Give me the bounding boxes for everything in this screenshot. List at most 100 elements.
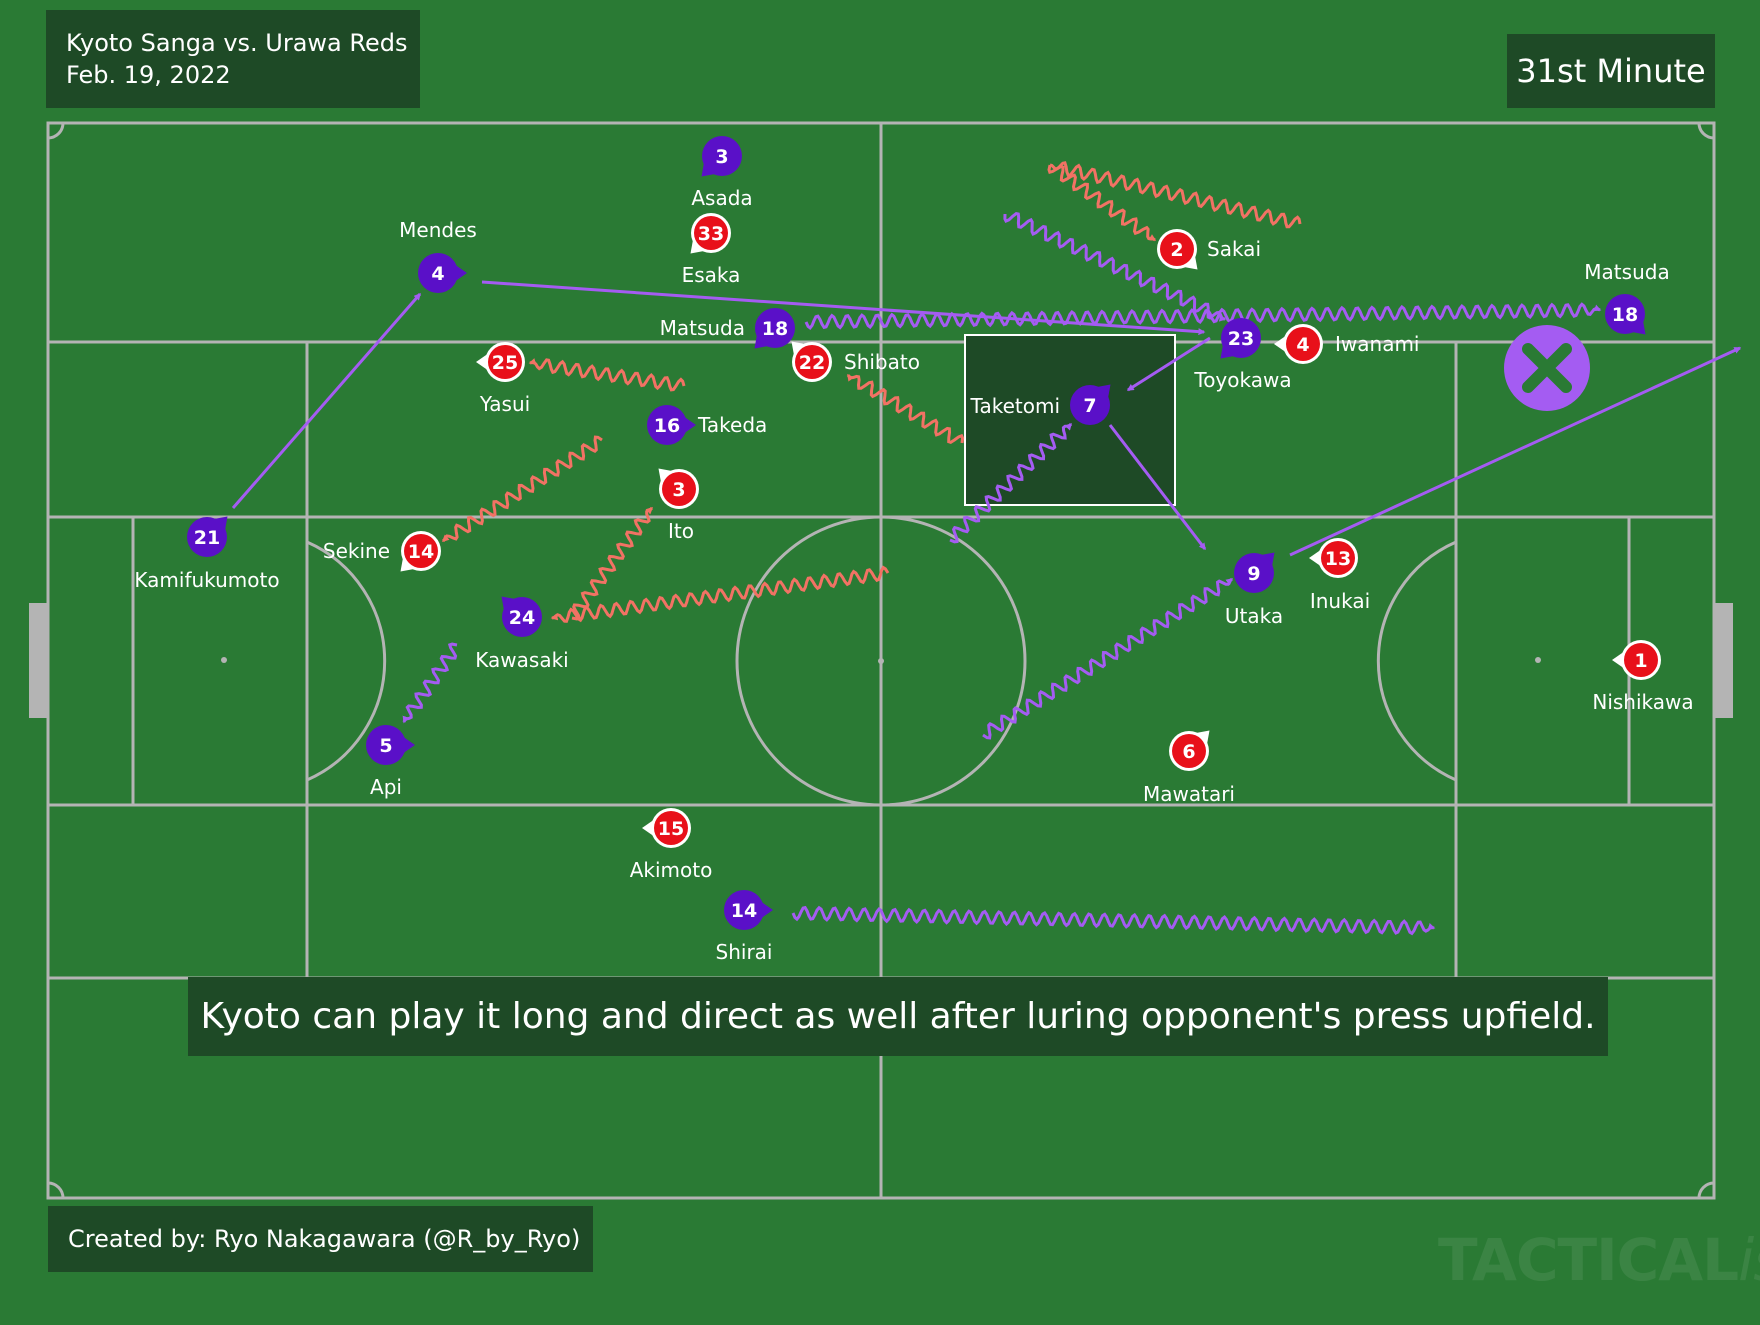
player-name: Mendes — [399, 218, 477, 242]
player-number: 7 — [1083, 395, 1096, 417]
player-name: Kamifukumoto — [134, 568, 279, 592]
player-disc — [502, 597, 542, 637]
player-number: 1 — [1634, 650, 1647, 672]
player-name: Akimoto — [630, 858, 713, 882]
player-urawa-inukai-13: 13 Inukai — [1309, 538, 1370, 613]
player-kyoto-asada-3: 3 Asada — [691, 136, 753, 210]
watermark-suffix: ista — [1738, 1226, 1760, 1294]
pass-kamifukumoto-mendes — [231, 292, 422, 509]
player-name: Matsuda — [660, 316, 745, 340]
player-number: 4 — [1296, 334, 1309, 356]
player-urawa-akimoto-15: 15 Akimoto — [630, 808, 713, 882]
player-disc-inner — [694, 216, 728, 250]
player-disc — [1605, 294, 1645, 334]
player-number: 13 — [1325, 548, 1351, 570]
player-name: Asada — [691, 186, 752, 210]
run-ito — [571, 506, 654, 621]
player-disc-inner — [404, 534, 438, 568]
player-number: 5 — [379, 735, 392, 757]
zone-highlight — [964, 334, 1176, 506]
player-kyoto-mendes-4: 4 Mendes — [399, 218, 477, 293]
x-circle-icon — [1504, 325, 1590, 411]
player-kyoto-taketomi-7: 7 Taketomi — [970, 384, 1111, 425]
match-title: Kyoto Sanga vs. Urawa Reds — [66, 29, 408, 57]
player-number: 4 — [431, 263, 444, 285]
player-kyoto-kamifukumoto-21: 21 Kamifukumoto — [134, 516, 280, 592]
player-number: 14 — [731, 900, 757, 922]
player-number: 21 — [194, 527, 220, 549]
player-name: Utaka — [1225, 604, 1283, 628]
player-name: Shirai — [716, 940, 773, 964]
player-disc — [187, 517, 227, 557]
player-disc-inner — [662, 472, 696, 506]
player-kyoto-api-5: 5 Api — [366, 725, 415, 799]
run-kawasaki-press — [550, 565, 890, 623]
player-kyoto-takeda-16: 16 Takeda — [647, 405, 767, 445]
player-number: 14 — [408, 541, 434, 563]
player-disc-inner — [1286, 327, 1320, 361]
player-disc — [702, 136, 742, 176]
player-number: 18 — [762, 318, 788, 340]
player-disc — [1070, 385, 1110, 425]
player-number: 3 — [715, 146, 728, 168]
run-sakai-1 — [1049, 161, 1302, 229]
player-kyoto-matsuda-18: 18 Matsuda — [660, 308, 795, 349]
watermark-logo: TACTICALista — [1438, 1226, 1760, 1294]
player-name: Mawatari — [1143, 782, 1235, 806]
player-disc-inner — [1321, 541, 1355, 575]
player-urawa-sakai-2: 2 Sakai — [1157, 229, 1261, 270]
player-kyoto-utaka-9: 9 Utaka — [1225, 552, 1283, 628]
player-number: 22 — [799, 352, 825, 374]
player-kyoto-kawasaki-24: 24 Kawasaki — [475, 596, 569, 672]
run-toyokawa — [1003, 212, 1227, 322]
player-disc — [418, 253, 458, 293]
player-number: 6 — [1182, 741, 1195, 763]
player-name: Api — [370, 775, 402, 799]
player-number: 2 — [1170, 239, 1183, 261]
player-kyoto-toyokawa-23: 23 Toyokawa — [1193, 318, 1292, 392]
player-name: Sakai — [1207, 237, 1261, 261]
player-name: Inukai — [1310, 589, 1370, 613]
run-taketomi — [949, 422, 1073, 544]
player-name: Kawasaki — [475, 648, 568, 672]
player-number: 15 — [658, 818, 684, 840]
player-disc-inner — [1172, 734, 1206, 768]
player-number: 24 — [509, 607, 535, 629]
player-name: Toyokawa — [1193, 368, 1291, 392]
player-disc — [1221, 318, 1261, 358]
caption: Kyoto can play it long and direct as wel… — [188, 977, 1608, 1056]
player-number: 33 — [698, 223, 724, 245]
pass-taketomi-utaka — [1108, 424, 1207, 551]
player-number: 3 — [672, 479, 685, 501]
player-number: 23 — [1228, 328, 1254, 350]
player-disc — [647, 405, 687, 445]
player-number: 9 — [1247, 563, 1260, 585]
player-name: Takeda — [697, 413, 767, 437]
player-urawa-nishikawa-1: 1 Nishikawa — [1592, 640, 1694, 714]
run-shirai — [791, 905, 1436, 936]
player-number: 25 — [492, 352, 518, 374]
player-disc-inner — [654, 811, 688, 845]
match-info-box: Kyoto Sanga vs. Urawa Reds Feb. 19, 2022 — [46, 10, 420, 108]
credit: Created by: Ryo Nakagawara (@R_by_Ryo) — [48, 1206, 593, 1272]
player-disc-inner — [1160, 232, 1194, 266]
run-yasui — [528, 358, 686, 392]
player-disc — [755, 308, 795, 348]
player-disc — [1234, 553, 1274, 593]
player-name: Nishikawa — [1592, 690, 1693, 714]
player-disc — [724, 890, 764, 930]
run-matsuda-wing — [804, 302, 1602, 330]
minute-badge: 31st Minute — [1507, 34, 1715, 108]
run-api — [402, 642, 458, 724]
player-urawa-sekine-14: 14 Sekine — [323, 531, 441, 572]
player-number: 18 — [1612, 304, 1638, 326]
movement-arrows — [231, 161, 1742, 936]
match-date: Feb. 19, 2022 — [66, 61, 231, 89]
run-sekine — [441, 435, 603, 543]
player-disc-inner — [1624, 643, 1658, 677]
run-shibato — [846, 373, 965, 445]
player-disc — [366, 725, 406, 765]
player-disc-inner — [795, 345, 829, 379]
